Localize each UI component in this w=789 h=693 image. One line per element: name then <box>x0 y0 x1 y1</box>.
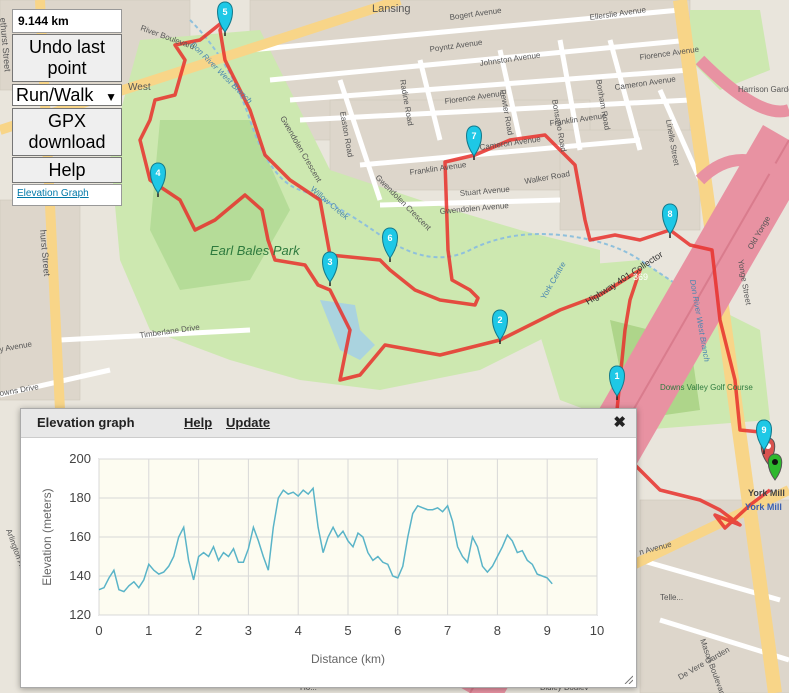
x-tick-label: 6 <box>394 623 401 638</box>
x-tick-label: 10 <box>590 623 604 638</box>
route-marker-4[interactable]: 4 <box>150 162 166 197</box>
map-label: Harrison Garden <box>738 85 789 94</box>
route-line <box>138 18 772 530</box>
route-marker-5[interactable]: 5 <box>217 1 233 36</box>
y-tick-label: 160 <box>69 529 91 544</box>
route-marker-9[interactable]: 9 <box>756 419 772 454</box>
route-marker-label: 3 <box>327 257 332 267</box>
route-marker-label: 9 <box>761 425 766 435</box>
panel-update-link[interactable]: Update <box>226 415 271 430</box>
route-marker-8[interactable]: 8 <box>662 203 678 238</box>
route-marker-3[interactable]: 3 <box>322 251 338 286</box>
elevation-line <box>98 486 553 593</box>
map-label: Stuart Avenue <box>459 185 510 198</box>
y-axis-label: Elevation (meters) <box>40 488 54 585</box>
map-label: hurst Street <box>38 229 52 277</box>
mode-select-value: Run/Walk <box>16 85 94 105</box>
route-marker-6[interactable]: 6 <box>382 227 398 262</box>
route-marker-label: 5 <box>222 7 227 17</box>
route-marker-2[interactable]: 2 <box>492 309 508 344</box>
map-label: Lansing <box>372 3 411 15</box>
panel-help-link[interactable]: Help <box>184 415 213 430</box>
undo-last-point-button[interactable]: Undo last point <box>12 34 122 82</box>
x-tick-label: 8 <box>494 623 501 638</box>
water-features <box>189 19 731 360</box>
y-tick-label: 180 <box>69 490 91 505</box>
start-pin-icon[interactable] <box>767 453 783 481</box>
route-marker-1[interactable]: 1 <box>609 365 625 400</box>
gpx-download-button[interactable]: GPX download <box>12 108 122 156</box>
x-tick-label: 3 <box>245 623 252 638</box>
mode-select[interactable]: Run/Walk ▼ <box>12 84 122 106</box>
x-tick-label: 7 <box>444 623 451 638</box>
route-marker-label: 8 <box>667 209 672 219</box>
map-label: 369 <box>633 272 648 282</box>
chevron-down-icon: ▼ <box>105 90 117 104</box>
elevation-chart: 0 1 2 3 4 5 6 7 8 9 10 120 140 160 180 200 Distance (km… <box>40 451 604 666</box>
x-tick-label: 4 <box>295 623 302 638</box>
map-label: Earl Bales Park <box>210 243 301 258</box>
x-tick-label: 2 <box>195 623 202 638</box>
panel-title: Elevation graph <box>37 415 135 430</box>
map-label: Telle... <box>660 593 683 602</box>
route-marker-label: 7 <box>471 131 476 141</box>
help-button[interactable]: Help <box>12 157 122 183</box>
route-marker-label: 4 <box>155 168 160 178</box>
resize-handle[interactable] <box>623 674 633 684</box>
map-label: Downs Valley Golf Course <box>660 383 753 392</box>
route-marker-label: 2 <box>497 315 502 325</box>
elevation-graph-link[interactable]: Elevation Graph <box>12 184 122 206</box>
route-marker-label: 6 <box>387 233 392 243</box>
y-tick-label: 140 <box>69 568 91 583</box>
y-tick-label: 120 <box>69 607 91 622</box>
x-tick-label: 1 <box>145 623 152 638</box>
elevation-panel-header[interactable]: Elevation graph Help Update ✖ <box>21 409 636 438</box>
map-label: York Mill <box>748 488 785 498</box>
x-axis-label: Distance (km) <box>311 652 385 666</box>
route-marker-label: 1 <box>614 371 619 381</box>
distance-display: 9.144 km <box>12 9 122 33</box>
x-tick-label: 0 <box>95 623 102 638</box>
map-label: West <box>128 82 151 93</box>
y-tick-label: 200 <box>69 451 91 466</box>
map-label: ethurst Street <box>0 17 13 72</box>
close-icon[interactable]: ✖ <box>613 414 626 431</box>
x-tick-label: 5 <box>344 623 351 638</box>
x-tick-label: 9 <box>544 623 551 638</box>
map-label: York Mill <box>745 502 782 512</box>
elevation-panel: Elevation graph Help Update ✖ 0 1 2 3 4 5 6 7 8 9… <box>20 408 637 688</box>
route-marker-7[interactable]: 7 <box>466 125 482 160</box>
